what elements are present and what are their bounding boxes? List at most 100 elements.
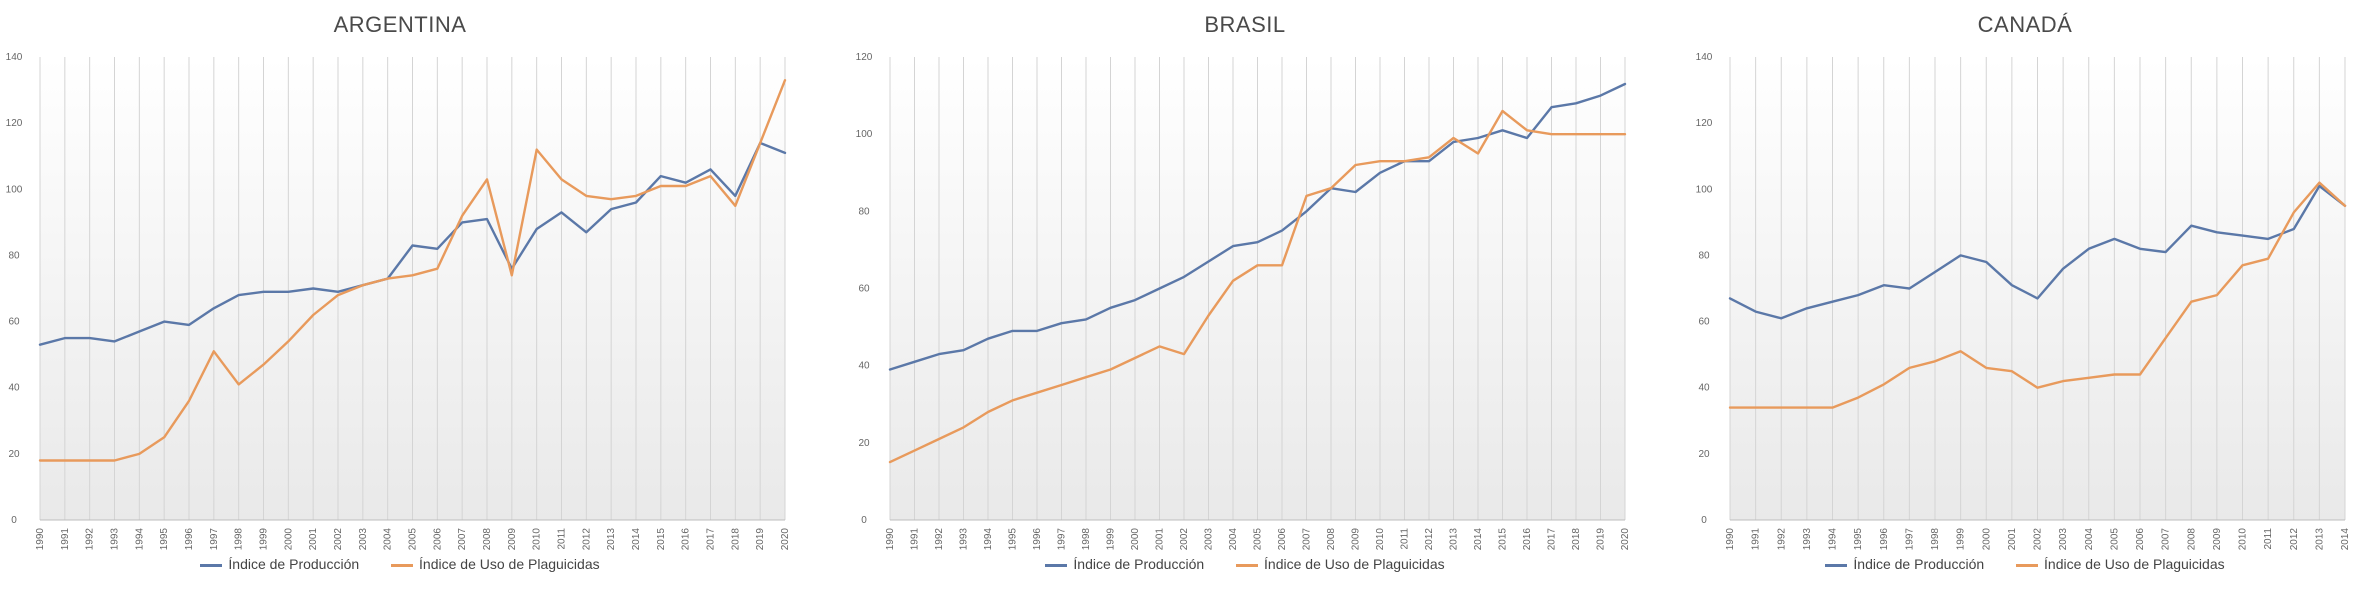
x-tick-label: 2011 — [1400, 528, 1411, 550]
x-tick-label: 2020 — [1620, 528, 1631, 551]
x-tick-label: 2009 — [507, 528, 518, 551]
x-tick-label: 2015 — [1498, 528, 1509, 551]
x-tick-label: 2001 — [308, 528, 319, 551]
legend-swatch-production — [1045, 563, 1068, 567]
chart-legend: Índice de Producción Índice de Uso de Pl… — [850, 556, 1640, 572]
x-tick-label: 1996 — [1032, 528, 1043, 551]
y-tick-label: 100 — [1696, 184, 1713, 195]
x-tick-label: 1992 — [1776, 528, 1787, 551]
chart-panel-canada: CANADÁ 0 20 40 60 80 100 120 140 1990 1991 1992 199… — [1690, 0, 2360, 597]
x-tick-label: 1996 — [184, 528, 195, 551]
x-tick-label: 2017 — [1547, 528, 1558, 551]
x-tick-label: 1990 — [1725, 528, 1736, 551]
legend-label-production: Índice de Producción — [1853, 556, 1985, 572]
legend-label-production: Índice de Producción — [228, 556, 360, 572]
x-tick-label: 2004 — [2084, 528, 2095, 551]
x-tick-label: 2003 — [1204, 528, 1215, 551]
x-tick-label: 2014 — [1473, 528, 1484, 551]
x-tick-label: 1995 — [1008, 528, 1019, 551]
x-tick-label: 1991 — [1751, 528, 1762, 551]
x-tick-label: 1999 — [1106, 528, 1117, 551]
y-tick-label: 60 — [858, 284, 870, 295]
x-tick-label: 2012 — [1424, 528, 1435, 551]
x-tick-label: 1994 — [134, 528, 145, 551]
x-tick-label: 2011 — [2263, 528, 2274, 550]
y-tick-label: 0 — [861, 515, 867, 526]
series-line-pesticides — [1728, 181, 2347, 409]
x-tick-label: 1992 — [934, 528, 945, 551]
chart-panel-brasil: BRASIL 0 20 40 60 80 100 120 1990 1991 1992 1993 19… — [850, 0, 1640, 597]
x-tick-label: 1994 — [1828, 528, 1839, 551]
legend-label-pesticides: Índice de Uso de Plaguicidas — [2044, 556, 2225, 572]
x-tick-label: 2012 — [2289, 528, 2300, 551]
y-tick-label: 20 — [1698, 449, 1710, 460]
x-tick-label: 2011 — [557, 528, 568, 550]
x-tick-label: 1998 — [1930, 528, 1941, 551]
x-tick-label: 1999 — [1956, 528, 1967, 551]
x-tick-label: 1993 — [1802, 528, 1813, 551]
y-tick-label: 40 — [8, 383, 20, 394]
x-tick-label: 2002 — [2033, 528, 2044, 551]
x-tick-label: 2001 — [1155, 528, 1166, 551]
x-tick-label: 2019 — [1596, 528, 1607, 551]
x-tick-label: 2019 — [755, 528, 766, 551]
x-tick-label: 2000 — [283, 528, 294, 551]
legend-item-pesticides: Índice de Uso de Plaguicidas — [391, 556, 600, 572]
legend-swatch-pesticides — [2016, 563, 2039, 567]
x-tick-label: 2007 — [1302, 528, 1313, 551]
chart-legend: Índice de Producción Índice de Uso de Pl… — [0, 556, 800, 572]
x-tick-label: 2005 — [408, 528, 419, 551]
x-tick-label: 2008 — [1326, 528, 1337, 551]
series-line-production — [1728, 184, 2347, 320]
x-tick-label: 1995 — [159, 528, 170, 551]
y-tick-label: 100 — [856, 129, 873, 140]
x-tick-label: 2005 — [2109, 528, 2120, 551]
y-tick-label: 60 — [8, 317, 20, 328]
x-tick-label: 1990 — [885, 528, 896, 551]
x-tick-label: 1997 — [1057, 528, 1068, 551]
legend-item-production: Índice de Producción — [1825, 556, 1984, 572]
y-tick-label: 80 — [1698, 250, 1710, 261]
x-tick-label: 1990 — [35, 528, 46, 551]
x-tick-label: 1995 — [1853, 528, 1864, 551]
x-tick-label: 2008 — [482, 528, 493, 551]
y-tick-label: 140 — [1696, 52, 1713, 63]
legend-item-pesticides: Índice de Uso de Plaguicidas — [1236, 556, 1445, 572]
x-tick-label: 2018 — [730, 528, 741, 551]
y-tick-label: 20 — [8, 449, 20, 460]
x-tick-label: 2015 — [656, 528, 667, 551]
chart-legend: Índice de Producción Índice de Uso de Pl… — [1690, 556, 2360, 572]
x-tick-label: 1993 — [959, 528, 970, 551]
x-tick-label: 1991 — [60, 528, 71, 551]
x-tick-label: 2016 — [681, 528, 692, 551]
x-tick-label: 2009 — [1351, 528, 1362, 551]
y-tick-label: 60 — [1698, 317, 1710, 328]
x-tick-label: 2001 — [2007, 528, 2018, 551]
x-tick-label: 2007 — [457, 528, 468, 551]
x-tick-label: 2000 — [1981, 528, 1992, 551]
x-tick-label: 2013 — [606, 528, 617, 551]
y-tick-label: 120 — [6, 118, 23, 129]
x-tick-label: 2002 — [1179, 528, 1190, 551]
x-tick-label: 2017 — [706, 528, 717, 551]
y-tick-label: 40 — [858, 361, 870, 372]
x-tick-label: 1992 — [85, 528, 96, 551]
y-tick-label: 140 — [6, 52, 23, 63]
x-tick-label: 2018 — [1571, 528, 1582, 551]
x-tick-label: 2010 — [2238, 528, 2249, 551]
series-line-pesticides — [888, 109, 1627, 464]
x-tick-label: 1991 — [910, 528, 921, 551]
chart-svg-canada: 0 20 40 60 80 100 120 140 1990 1991 1992 1993 1994 19… — [1696, 52, 2351, 551]
x-tick-label: 2004 — [1228, 528, 1239, 551]
x-tick-label: 2005 — [1253, 528, 1264, 551]
series-line-production — [888, 82, 1627, 371]
x-tick-label: 1996 — [1879, 528, 1890, 551]
chart-title: ARGENTINA — [333, 12, 467, 37]
x-tick-label: 1998 — [234, 528, 245, 551]
x-tick-label: 1998 — [1081, 528, 1092, 551]
x-tick-label: 2012 — [581, 528, 592, 551]
chart-title: CANADÁ — [1977, 12, 2073, 37]
x-tick-label: 2010 — [532, 528, 543, 551]
legend-swatch-pesticides — [1236, 563, 1259, 567]
x-tick-label: 2014 — [631, 528, 642, 551]
